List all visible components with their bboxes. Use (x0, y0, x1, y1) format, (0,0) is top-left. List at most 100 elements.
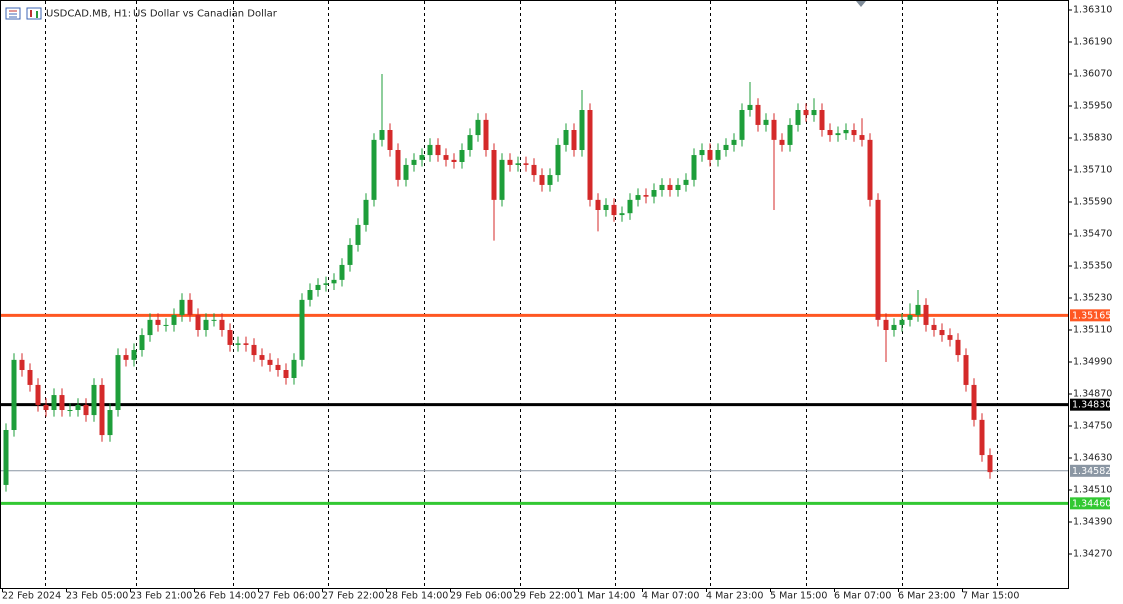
candle-body (291, 359, 297, 378)
candle-body (803, 110, 809, 116)
price-tag (1070, 309, 1110, 322)
candle-body (67, 410, 73, 411)
candle-body (299, 299, 305, 360)
shift-marker[interactable] (856, 1, 866, 7)
candle-body (131, 350, 137, 360)
candle-body (827, 130, 833, 136)
candle-body (331, 279, 337, 284)
x-tick-label: 22 Feb 2024 (2, 591, 61, 602)
x-tick-label: 29 Feb 06:00 (450, 591, 512, 602)
candle-body (891, 324, 897, 330)
y-tick-label: 1.34390 (1073, 517, 1112, 528)
candle-body (395, 150, 401, 180)
price-tag (1070, 398, 1110, 411)
x-tick-label: 4 Mar 07:00 (642, 591, 699, 602)
x-tick-label: 4 Mar 23:00 (706, 591, 763, 602)
candle-body (875, 199, 881, 320)
candle-body (947, 335, 953, 340)
candle-body (739, 110, 745, 140)
candle-body (955, 339, 961, 356)
candle-body (75, 404, 81, 410)
candle-layer (3, 74, 993, 492)
candle-body (35, 384, 41, 405)
candle-body (779, 139, 785, 145)
candle-body (547, 175, 553, 185)
candle-body (835, 133, 841, 136)
candle-body (755, 104, 761, 125)
axis-layer: 1.36310 1.36190 1.36070 1.35950 1.35830 1.357… (2, 5, 1112, 602)
candle-body (283, 370, 289, 378)
candle-body (747, 104, 753, 110)
candle-body (27, 370, 33, 385)
candle-body (411, 159, 417, 165)
candle-body (843, 130, 849, 134)
candle-body (651, 190, 657, 197)
candle-body (267, 359, 273, 365)
candle-body (883, 319, 889, 330)
candle-body (203, 319, 209, 330)
candle-body (155, 319, 161, 325)
candle-body (699, 150, 705, 156)
price-tag-label: 1.34830 (1072, 400, 1111, 411)
candle-body (859, 135, 865, 140)
candle-body (539, 175, 545, 185)
candle-body (507, 159, 513, 165)
candle-body (851, 130, 857, 136)
candle-body (459, 150, 465, 162)
candle-body (419, 155, 425, 160)
candle-body (243, 343, 249, 345)
chart-icon[interactable] (26, 7, 42, 20)
candle-body (251, 344, 257, 356)
candle-body (787, 124, 793, 145)
x-tick-label: 6 Mar 07:00 (834, 591, 891, 602)
candle-body (587, 110, 593, 200)
candle-body (363, 199, 369, 225)
candle-body (387, 130, 393, 150)
candle-body (19, 359, 25, 370)
x-tick-label: 23 Feb 05:00 (66, 591, 128, 602)
y-tick-label: 1.36070 (1073, 69, 1112, 80)
y-tick-label: 1.34870 (1073, 389, 1112, 400)
y-tick-label: 1.35470 (1073, 229, 1112, 240)
candle-body (307, 290, 313, 300)
x-tick-label: 26 Feb 14:00 (194, 591, 256, 602)
candle-body (211, 319, 217, 321)
candle-body (531, 164, 537, 176)
symbol-description: US Dollar vs Canadian Dollar (133, 9, 278, 20)
candle-body (499, 159, 505, 200)
candle-body (323, 283, 329, 285)
candle-body (571, 130, 577, 150)
candle-body (619, 213, 625, 216)
candle-body (107, 410, 113, 436)
candle-body (523, 163, 529, 165)
candle-body (555, 144, 561, 176)
candle-body (715, 150, 721, 160)
y-tick-label: 1.36190 (1073, 37, 1112, 48)
x-tick-label: 23 Feb 21:00 (130, 591, 192, 602)
candle-body (339, 264, 345, 280)
candle-body (987, 455, 993, 473)
price-tag (1070, 497, 1110, 510)
candle-body (99, 384, 105, 436)
x-tick-label: 6 Mar 23:00 (898, 591, 955, 602)
candle-body (771, 119, 777, 140)
candle-body (659, 184, 665, 190)
plot-frame (0, 0, 1069, 589)
candle-body (467, 135, 473, 150)
y-tick-label: 1.34510 (1073, 485, 1112, 496)
candle-body (315, 284, 321, 290)
candle-body (595, 199, 601, 210)
candle-body (707, 150, 713, 160)
candle-body (915, 304, 921, 316)
candle-body (443, 155, 449, 160)
candle-body (939, 330, 945, 336)
candle-body (627, 199, 633, 214)
candle-body (123, 355, 129, 360)
price-tag-label: 1.35165 (1072, 310, 1111, 321)
candle-body (643, 195, 649, 197)
y-tick-label: 1.35350 (1073, 261, 1112, 272)
candle-body (259, 355, 265, 360)
candle-body (139, 335, 145, 350)
y-tick-label: 1.34990 (1073, 357, 1112, 368)
